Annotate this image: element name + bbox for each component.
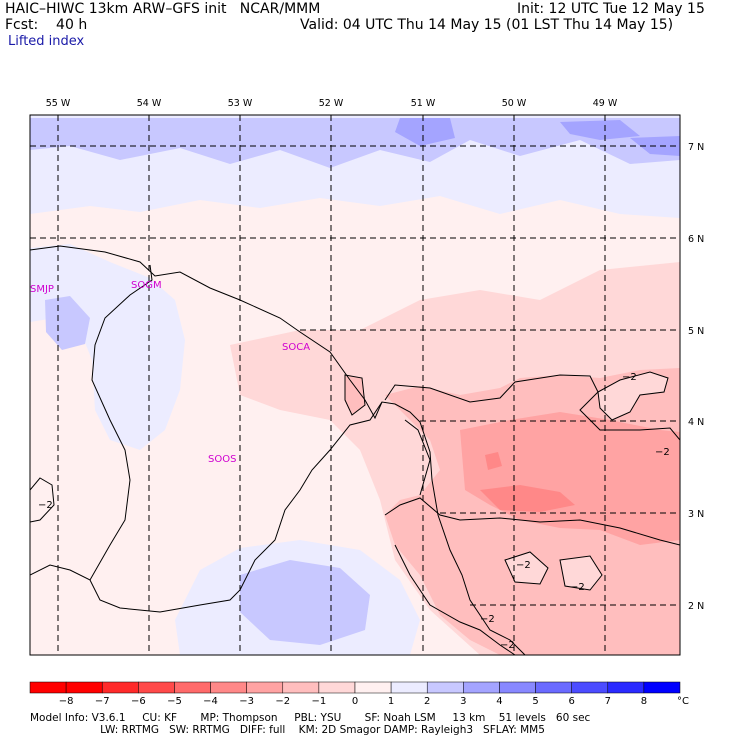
- field-south-blue-mid: [240, 560, 370, 645]
- field-blue-band-dark: [395, 118, 680, 156]
- lon-label-55w: 55 W: [46, 98, 71, 109]
- colorbar-swatch: [138, 681, 175, 694]
- colorbar-tick-label: −6: [131, 696, 146, 707]
- contour-lines: [30, 374, 680, 655]
- colorbar-swatch: [463, 681, 500, 694]
- shaded-field: [30, 115, 680, 655]
- colorbar-swatch: [354, 681, 392, 694]
- coastlines-borders: [30, 245, 526, 655]
- colorbar: −8 −7 −6 −5 −4 −3 −2 −1 0 1 2 3 4 5 6 7 8: [29, 681, 681, 707]
- island-2: [559, 555, 603, 591]
- station-soos: SOOS: [208, 454, 236, 465]
- contour-label: −2: [570, 582, 585, 593]
- colorbar-tick-label: −7: [95, 696, 110, 707]
- colorbar-tick-label: 4: [496, 696, 502, 707]
- colorbar-tick-label: −5: [167, 696, 182, 707]
- model-info-line1: Model Info: V3.6.1 CU: KF MP: Thompson P…: [30, 712, 591, 724]
- contour-coast: [394, 419, 516, 655]
- colorbar-swatch: [246, 681, 284, 694]
- colorbar-tick-label: 0: [352, 696, 358, 707]
- lat-label-6n: 6 N: [688, 234, 704, 245]
- colorbar-swatch: [571, 681, 609, 694]
- lon-label-52w: 52 W: [319, 98, 344, 109]
- colorbar-swatch: [535, 681, 572, 694]
- lon-label-54w: 54 W: [137, 98, 162, 109]
- colorbar-unit: °C: [677, 696, 689, 707]
- field-east-red-dark: [460, 412, 680, 545]
- map-frame: [29, 114, 681, 656]
- colorbar-tick-label: −2: [275, 696, 290, 707]
- lat-label-3n: 3 N: [688, 509, 704, 520]
- field-east-red-darker: [480, 452, 575, 512]
- colorbar-swatch: [607, 681, 645, 694]
- lon-label-51w: 51 W: [411, 98, 436, 109]
- colorbar-tick-label: 3: [460, 696, 466, 707]
- colorbar-tick-label: 7: [605, 696, 611, 707]
- colorbar-swatch: [210, 681, 247, 694]
- field-coastal-strip: [345, 375, 365, 415]
- colorbar-tick-label: −1: [312, 696, 327, 707]
- model-title: HAIC–HIWC 13km ARW–GFS init NCAR/MMM: [5, 1, 321, 17]
- border-suriname-guyana: [30, 264, 153, 581]
- lon-label-49w: 49 W: [593, 98, 618, 109]
- colorbar-swatch: [282, 681, 320, 694]
- contour-west: [30, 477, 55, 523]
- colorbar-tick-label: 8: [641, 696, 647, 707]
- field-west-blue-mid: [45, 296, 90, 350]
- colorbar-swatch: [318, 681, 356, 694]
- lon-label-50w: 50 W: [502, 98, 527, 109]
- colorbar-tick-label: −3: [239, 696, 254, 707]
- colorbar-tick-label: 5: [532, 696, 538, 707]
- lat-label-2n: 2 N: [688, 601, 704, 612]
- coastline: [30, 245, 526, 655]
- border-suriname-french-guiana: [89, 401, 383, 613]
- lat-label-7n: 7 N: [688, 142, 704, 153]
- colorbar-swatch: [643, 681, 681, 694]
- station-soca: SOCA: [282, 342, 310, 353]
- contour-main: [384, 374, 680, 441]
- colorbar-swatch: [65, 681, 103, 694]
- contour-label: −2: [622, 372, 637, 383]
- island-3: [597, 371, 669, 421]
- colorbar-swatch: [390, 681, 428, 694]
- field-islands: [504, 371, 669, 591]
- colorbar-tick-label: 2: [424, 696, 430, 707]
- colorbar-swatch: [29, 681, 67, 694]
- field-blue-band-mid: [30, 118, 680, 168]
- valid-time: Valid: 04 UTC Thu 14 May 15 (01 LST Thu …: [300, 17, 674, 33]
- colorbar-tick-label: −4: [203, 696, 218, 707]
- colorbar-swatch: [101, 681, 139, 694]
- island-1: [504, 551, 549, 585]
- lat-label-4n: 4 N: [688, 417, 704, 428]
- station-sogm: SOGM: [131, 280, 162, 291]
- contour-label: −2: [480, 614, 495, 625]
- colorbar-swatch: [499, 681, 536, 694]
- contour-coastal-strip: [344, 374, 366, 416]
- field-west-blue: [30, 244, 185, 450]
- contour-label: −2: [38, 500, 53, 511]
- init-time: Init: 12 UTC Tue 12 May 15: [517, 1, 705, 17]
- colorbar-swatch: [426, 681, 464, 694]
- colorbar-tick-label: 6: [568, 696, 574, 707]
- lat-label-5n: 5 N: [688, 326, 704, 337]
- contour-label: −2: [655, 447, 670, 458]
- contour-south: [384, 497, 680, 546]
- contour-label: −2: [516, 560, 531, 571]
- field-name: Lifted index: [8, 34, 85, 49]
- colorbar-swatch: [174, 681, 211, 694]
- contour-label: −2: [500, 640, 515, 651]
- forecast-hour: Fcst: 40 h: [5, 17, 88, 33]
- station-smjp: SMJP: [30, 284, 54, 295]
- colorbar-tick-label: 1: [388, 696, 394, 707]
- colorbar-tick-label: −8: [59, 696, 74, 707]
- lon-label-53w: 53 W: [228, 98, 253, 109]
- model-info-line2: LW: RRTMG SW: RRTMG DIFF: full KM: 2D Sm…: [30, 724, 545, 736]
- graticule: [30, 115, 680, 655]
